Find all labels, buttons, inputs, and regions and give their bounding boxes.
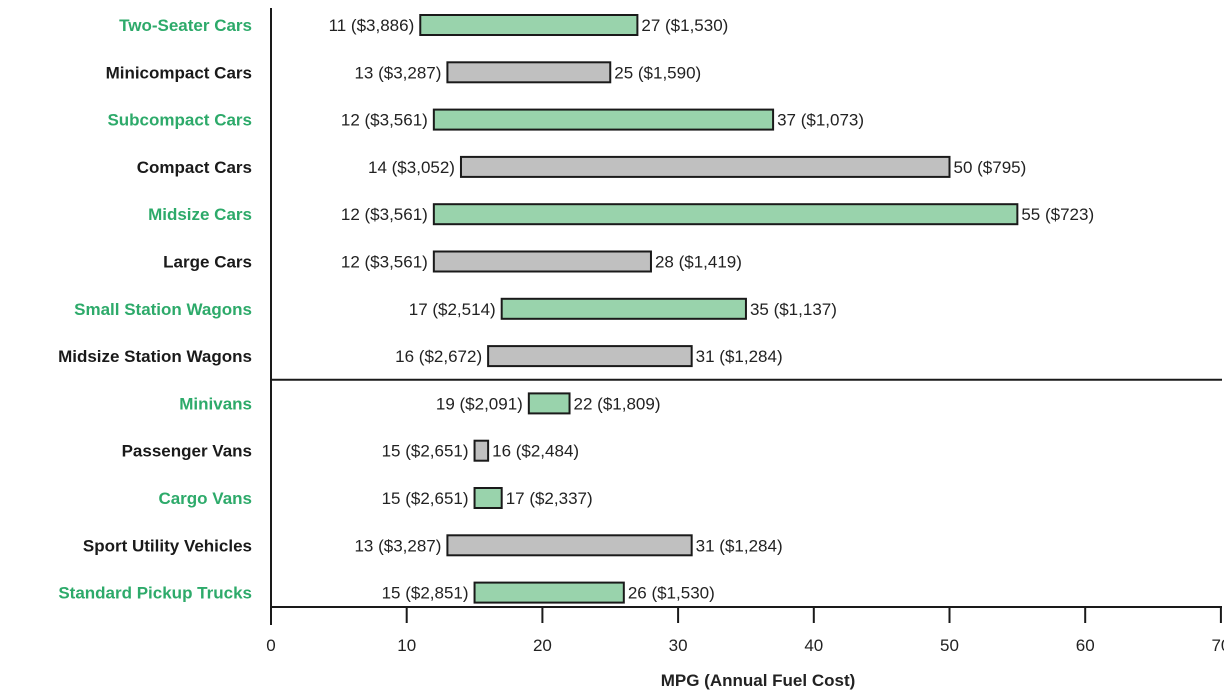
- x-axis-title: MPG (Annual Fuel Cost): [661, 671, 856, 690]
- bar-min-label: 12 ($3,561): [341, 253, 428, 272]
- x-tick-label: 20: [533, 636, 552, 655]
- bar-min-label: 15 ($2,651): [382, 489, 469, 508]
- bar-min-label: 13 ($3,287): [354, 63, 441, 82]
- axis-lines: [270, 8, 1222, 625]
- bar-max-label: 16 ($2,484): [492, 442, 579, 461]
- bar-max-label: 17 ($2,337): [506, 489, 593, 508]
- bars-layer: 11 ($3,886) 27 ($1,530) 13 ($3,287) 25 ($1,…: [329, 14, 1094, 604]
- bar-max-label: 55 ($723): [1021, 205, 1094, 224]
- bar-max-label: 35 ($1,137): [750, 300, 837, 319]
- category-label: Compact Cars: [137, 158, 252, 177]
- x-axis-ticks: 0 10 20 30 40 50 60 70: [266, 607, 1224, 655]
- bar-min-label: 15 ($2,851): [382, 584, 469, 603]
- range-bar: [432, 203, 1019, 226]
- bar-min-label: 14 ($3,052): [368, 158, 455, 177]
- bar-min-label: 12 ($3,561): [341, 111, 428, 130]
- category-label: Cargo Vans: [158, 489, 252, 508]
- bar-max-label: 37 ($1,073): [777, 111, 864, 130]
- bar-max-label: 22 ($1,809): [574, 394, 661, 413]
- bar-min-label: 16 ($2,672): [395, 347, 482, 366]
- bar-max-label: 25 ($1,590): [614, 63, 701, 82]
- category-label: Minivans: [179, 394, 252, 413]
- bar-max-label: 31 ($1,284): [696, 536, 783, 555]
- category-labels: Two-Seater Cars Minicompact Cars Subcompac…: [58, 16, 252, 603]
- x-tick-label: 70: [1211, 636, 1224, 655]
- x-tick-label: 50: [940, 636, 959, 655]
- x-tick-label: 40: [804, 636, 823, 655]
- range-bar: [446, 61, 612, 84]
- range-bar: [527, 392, 571, 415]
- category-label: Subcompact Cars: [107, 111, 252, 130]
- x-tick-label: 10: [397, 636, 416, 655]
- category-label: Large Cars: [163, 253, 252, 272]
- category-label: Two-Seater Cars: [119, 16, 252, 35]
- bar-min-label: 15 ($2,651): [382, 442, 469, 461]
- range-bar: [432, 250, 652, 273]
- range-bar: [446, 534, 693, 557]
- category-label: Midsize Station Wagons: [58, 347, 252, 366]
- bar-max-label: 27 ($1,530): [641, 16, 728, 35]
- range-bar: [432, 108, 775, 131]
- bar-min-label: 13 ($3,287): [354, 536, 441, 555]
- bar-min-label: 11 ($3,886): [329, 16, 415, 35]
- bar-min-label: 19 ($2,091): [436, 394, 523, 413]
- range-bar: [500, 297, 747, 320]
- category-label: Standard Pickup Trucks: [58, 584, 252, 603]
- bar-max-label: 26 ($1,530): [628, 584, 715, 603]
- bar-min-label: 12 ($3,561): [341, 205, 428, 224]
- category-label: Small Station Wagons: [74, 300, 252, 319]
- bar-max-label: 50 ($795): [954, 158, 1027, 177]
- bar-min-label: 17 ($2,514): [409, 300, 496, 319]
- range-bar: [487, 345, 693, 368]
- category-label: Passenger Vans: [122, 442, 252, 461]
- x-tick-label: 30: [669, 636, 688, 655]
- range-bar: [419, 14, 639, 36]
- bar-max-label: 28 ($1,419): [655, 253, 742, 272]
- range-bar: [459, 155, 951, 178]
- x-tick-label: 0: [266, 636, 275, 655]
- x-tick-label: 60: [1076, 636, 1095, 655]
- category-label: Sport Utility Vehicles: [83, 536, 252, 555]
- range-bar: [473, 439, 490, 462]
- range-bar: [473, 581, 625, 604]
- bar-max-label: 31 ($1,284): [696, 347, 783, 366]
- range-bar: [473, 487, 503, 509]
- category-label: Minicompact Cars: [106, 63, 252, 82]
- category-label: Midsize Cars: [148, 205, 252, 224]
